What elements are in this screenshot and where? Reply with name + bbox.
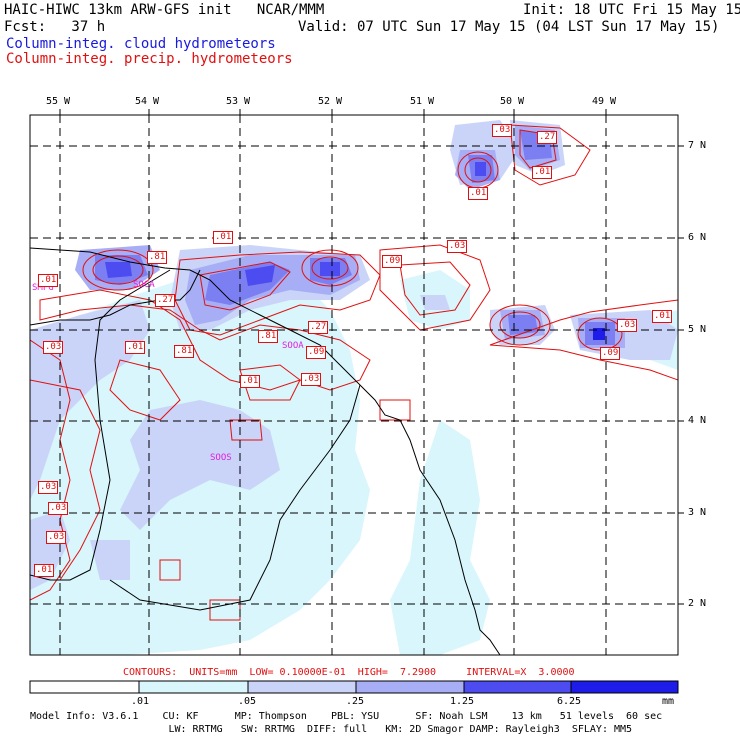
contour-label: .01 bbox=[38, 274, 59, 287]
map-border bbox=[29, 114, 679, 656]
grid-layer bbox=[30, 115, 678, 655]
contour-label: .01 bbox=[213, 231, 234, 244]
contour-label: .03 bbox=[447, 240, 468, 253]
lon-label-55w: 55 W bbox=[46, 96, 71, 107]
lat-label-6n: 6 N bbox=[688, 232, 707, 243]
contour-label: .81 bbox=[147, 251, 168, 264]
colorbar-tick: 1.25 bbox=[450, 696, 475, 707]
colorbar-tick: .05 bbox=[238, 696, 257, 707]
contour-label: .01 bbox=[240, 375, 261, 388]
field-label-precip: Column-integ. precip. hydrometeors bbox=[6, 51, 293, 67]
colorbar-tick: .25 bbox=[346, 696, 365, 707]
station-label-soca: SOCA bbox=[133, 280, 155, 290]
lon-label-54w: 54 W bbox=[135, 96, 160, 107]
station-label-soos: SOOS bbox=[210, 453, 232, 463]
contour-label: .01 bbox=[468, 187, 489, 200]
precip-contour-layer bbox=[30, 124, 678, 621]
contour-label: .03 bbox=[492, 124, 513, 137]
contour-label: .01 bbox=[652, 310, 673, 323]
colorbar-units: mm bbox=[662, 696, 675, 707]
model-info-line2: LW: RRTMG SW: RRTMG DIFF: full KM: 2D Sm… bbox=[30, 724, 633, 735]
contour-label: .03 bbox=[48, 502, 69, 515]
model-title: HAIC-HIWC 13km ARW-GFS init NCAR/MMM bbox=[4, 2, 325, 18]
contour-info: CONTOURS: UNITS=mm LOW= 0.10000E-01 HIGH… bbox=[123, 667, 575, 678]
valid-time: Valid: 07 UTC Sun 17 May 15 (04 LST Sun … bbox=[298, 19, 720, 35]
lat-label-2n: 2 N bbox=[688, 598, 707, 609]
station-label-sooa: SOOA bbox=[282, 341, 304, 351]
lon-label-53w: 53 W bbox=[226, 96, 251, 107]
lat-label-3n: 3 N bbox=[688, 507, 707, 518]
lat-label-7n: 7 N bbox=[688, 140, 707, 151]
contour-label: .03 bbox=[43, 341, 64, 354]
lon-label-49w: 49 W bbox=[592, 96, 617, 107]
lon-label-51w: 51 W bbox=[410, 96, 435, 107]
contour-label: .01 bbox=[125, 341, 146, 354]
lat-label-5n: 5 N bbox=[688, 324, 707, 335]
contour-label: .03 bbox=[617, 319, 638, 332]
colorbar-tick: 6.25 bbox=[557, 696, 582, 707]
contour-label: .09 bbox=[600, 347, 621, 360]
axis-ticks bbox=[59, 109, 684, 605]
station-label-smpg: SMPG bbox=[32, 283, 54, 293]
contour-label: .27 bbox=[537, 131, 558, 144]
colorbar-tick: .01 bbox=[131, 696, 150, 707]
contour-label: .03 bbox=[38, 481, 59, 494]
lon-label-52w: 52 W bbox=[318, 96, 343, 107]
lon-label-50w: 50 W bbox=[500, 96, 525, 107]
lat-label-4n: 4 N bbox=[688, 415, 707, 426]
coastline-layer bbox=[30, 247, 501, 655]
contour-label: .01 bbox=[532, 166, 553, 179]
contour-label: .01 bbox=[34, 564, 55, 577]
contour-label: .09 bbox=[382, 255, 403, 268]
contour-label: .81 bbox=[174, 345, 195, 358]
model-info-line1: Model Info: V3.6.1 CU: KF MP: Thompson P… bbox=[30, 711, 663, 722]
contour-label: .81 bbox=[258, 330, 279, 343]
field-label-cloud: Column-integ. cloud hydrometeors bbox=[6, 36, 276, 52]
contour-label: .27 bbox=[308, 321, 329, 334]
contour-label: .03 bbox=[301, 373, 322, 386]
forecast-hour: Fcst: 37 h bbox=[4, 19, 106, 35]
init-time: Init: 18 UTC Fri 15 May 15 bbox=[523, 2, 740, 18]
contour-label: .09 bbox=[306, 346, 327, 359]
contour-label: .27 bbox=[155, 294, 176, 307]
contour-label: .03 bbox=[46, 531, 67, 544]
cloud-fill-layer bbox=[30, 120, 678, 655]
